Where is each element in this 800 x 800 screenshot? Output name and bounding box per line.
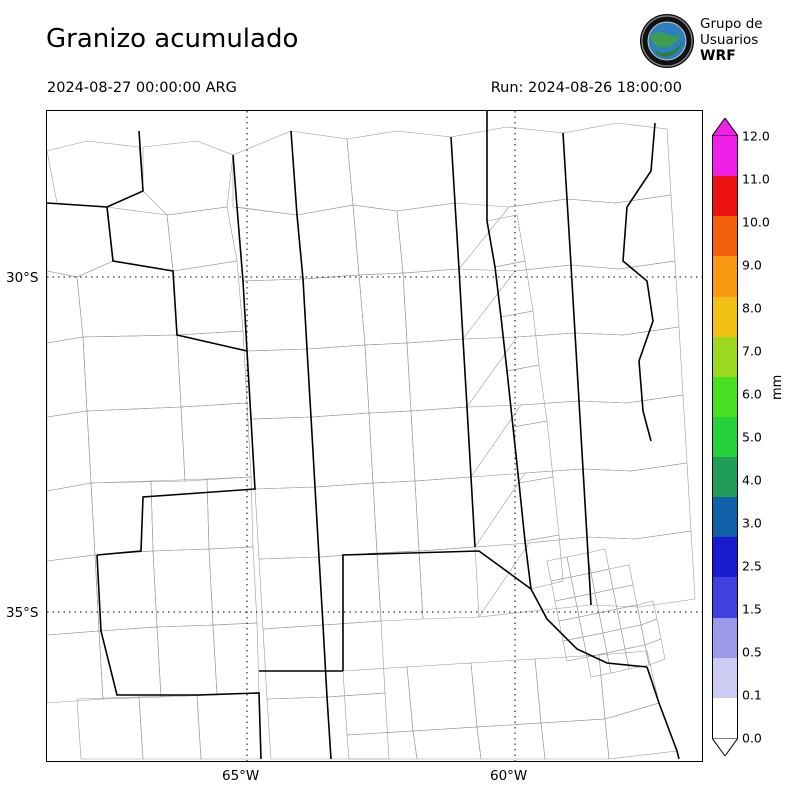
lat-label-35S: 35°S — [6, 605, 39, 621]
logo: Grupo de Usuarios WRF — [640, 14, 788, 70]
colorbar-band — [712, 216, 738, 257]
colorbar-tick: 2.5 — [742, 558, 762, 574]
colorbar-tick: 3.0 — [742, 515, 762, 531]
logo-line-2: Usuarios — [700, 32, 759, 48]
colorbar-band — [712, 537, 738, 578]
colorbar-band — [712, 617, 738, 659]
run-time-label: Run: 2024-08-26 18:00:00 — [490, 80, 682, 96]
colorbar-min-arrow — [712, 738, 738, 756]
colorbar-max-arrow — [712, 118, 738, 136]
colorbar-band — [712, 376, 738, 418]
colorbar-band — [712, 416, 738, 458]
colorbar-tick: 0.5 — [742, 644, 762, 660]
colorbar-tick: 0.0 — [742, 730, 762, 746]
colorbar-tick: 0.1 — [742, 687, 762, 703]
colorbar-tick: 5.0 — [742, 429, 762, 445]
colorbar-band — [712, 457, 738, 498]
valid-time-label: 2024-08-27 00:00:00 ARG — [47, 80, 237, 96]
colorbar-unit-label: mm — [770, 374, 785, 400]
colorbar-band — [712, 497, 738, 538]
colorbar-tick: 8.0 — [742, 300, 762, 316]
globe-badge-icon — [640, 14, 694, 68]
map-panel[interactable] — [46, 110, 703, 762]
colorbar-tick: 11.0 — [742, 171, 770, 187]
colorbar-tick: 1.5 — [742, 601, 762, 617]
logo-line-3: WRF — [700, 48, 736, 64]
colorbar-band — [712, 176, 738, 217]
lon-label-60W: 60°W — [490, 768, 528, 784]
colorbar-band — [712, 296, 738, 338]
colorbar-band — [712, 697, 738, 739]
province-boundaries — [47, 111, 680, 760]
logo-text: Grupo de Usuarios WRF — [700, 16, 763, 64]
lat-label-30S: 30°S — [6, 270, 39, 286]
page-title: Granizo acumulado — [46, 24, 299, 54]
colorbar-tick: 4.0 — [742, 472, 762, 488]
colorbar-tick: 9.0 — [742, 257, 762, 273]
colorbar[interactable]: 0.0 0.1 0.5 1.5 2.5 3.0 4.0 5.0 6.0 7.0 8.0 9.0 10.0… — [712, 118, 770, 756]
colorbar-band — [712, 577, 738, 619]
colorbar-band — [712, 336, 738, 378]
map-drawing — [47, 111, 702, 761]
colorbar-tick: 7.0 — [742, 343, 762, 359]
lon-label-65W: 65°W — [222, 768, 260, 784]
department-boundaries — [47, 122, 696, 760]
colorbar-tick: 10.0 — [742, 214, 770, 230]
colorbar-tick: 6.0 — [742, 386, 762, 402]
logo-line-1: Grupo de — [700, 16, 763, 32]
colorbar-tick: 12.0 — [742, 128, 770, 144]
graticule — [47, 111, 702, 761]
colorbar-band — [712, 657, 738, 699]
colorbar-band — [712, 256, 738, 298]
colorbar-band — [712, 136, 738, 177]
